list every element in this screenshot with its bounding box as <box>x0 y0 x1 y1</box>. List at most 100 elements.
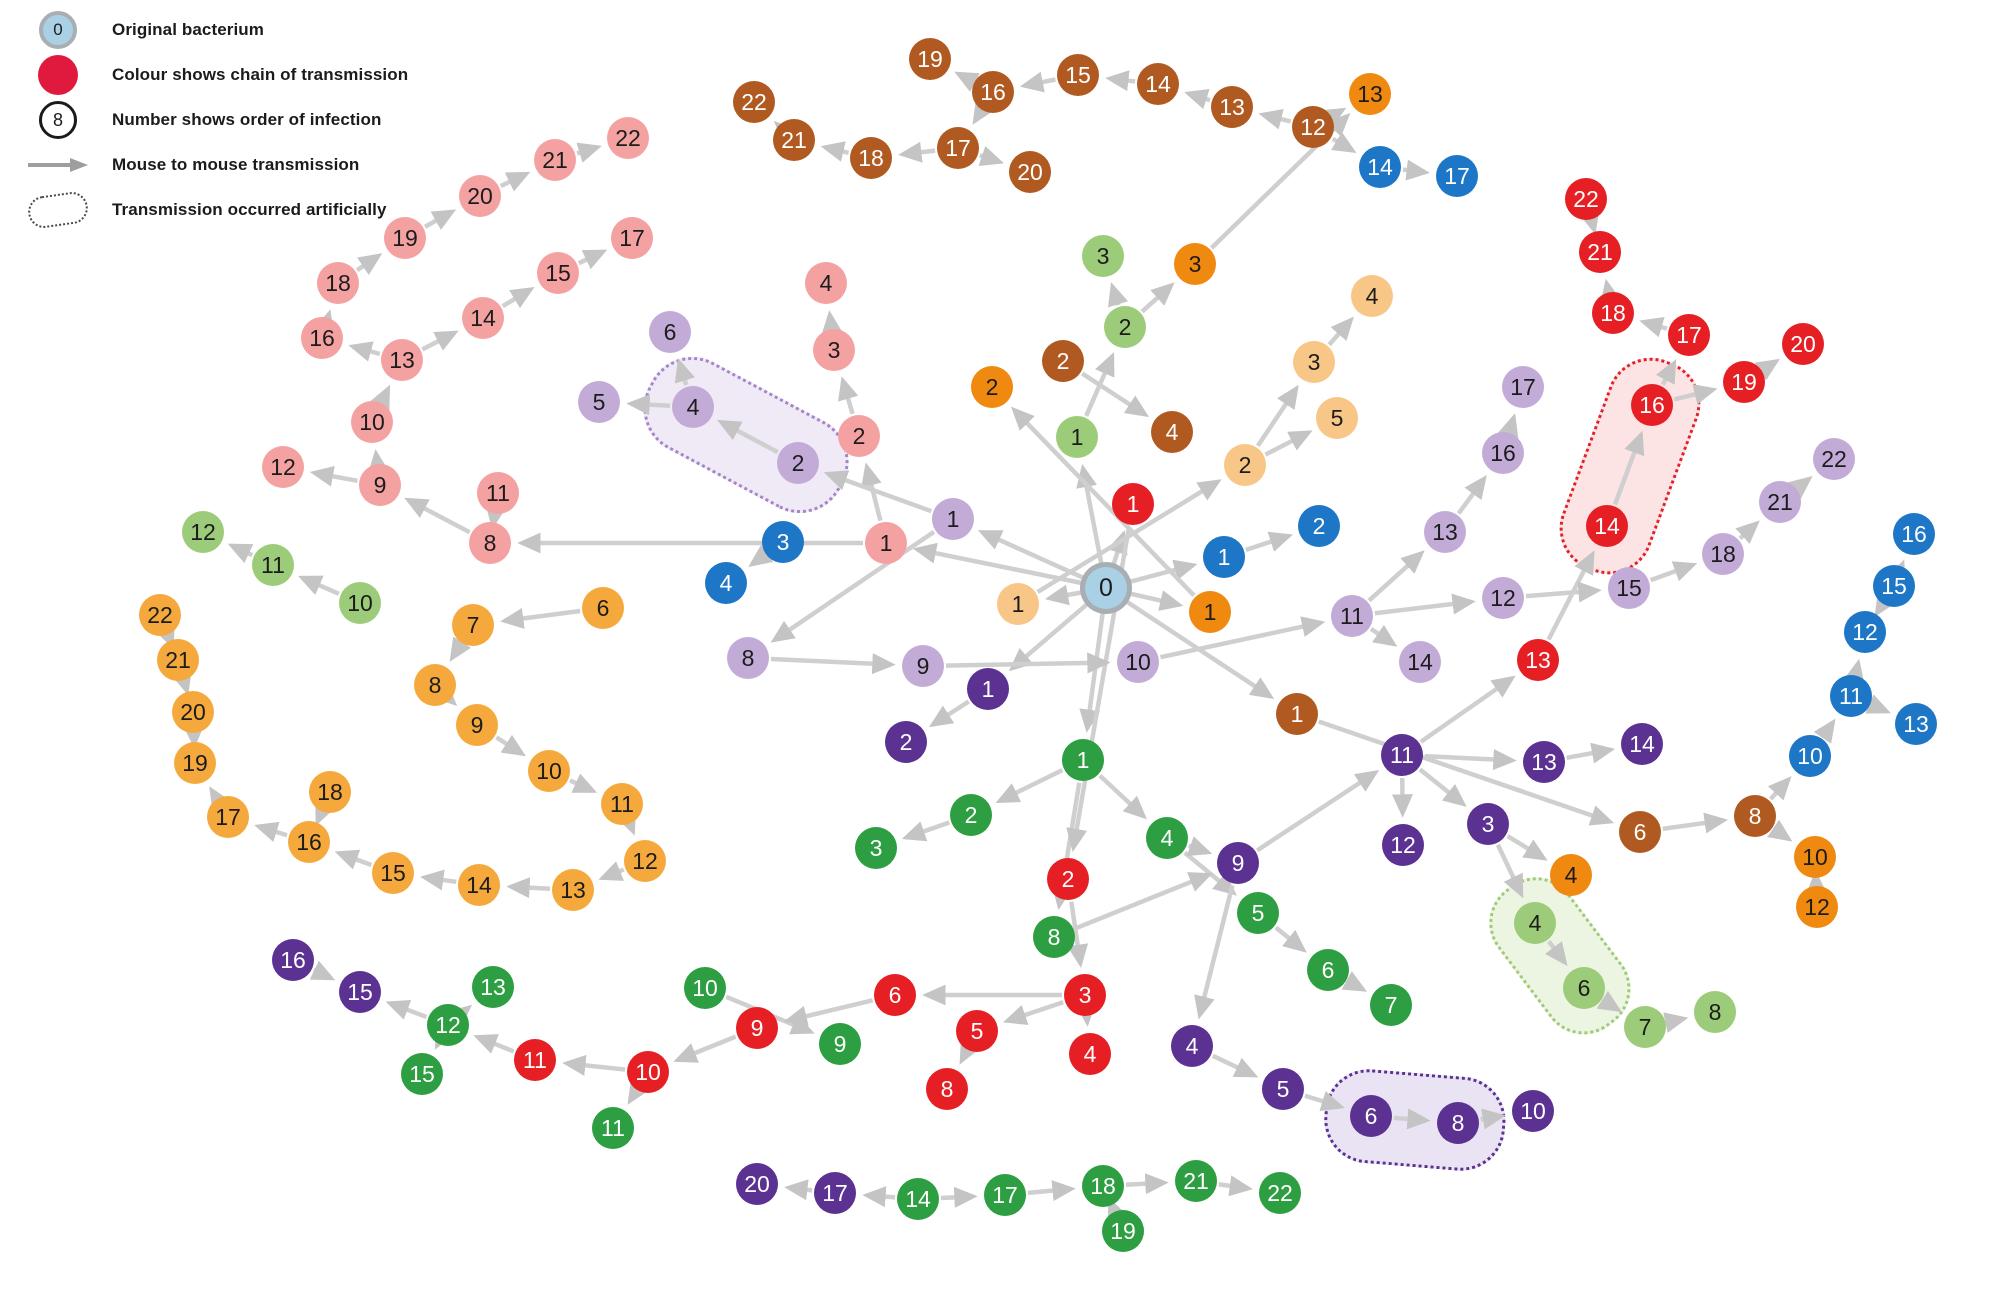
mouse-node: 2 <box>1047 858 1089 900</box>
transmission-edge <box>598 861 625 881</box>
mouse-node: 6 <box>874 974 916 1016</box>
transmission-edge <box>577 249 608 270</box>
transmission-edge <box>1600 278 1621 304</box>
transmission-edge <box>1767 776 1792 801</box>
mouse-node: 14 <box>458 864 500 906</box>
mouse-node: 17 <box>1436 155 1478 197</box>
transmission-edge <box>385 999 428 1020</box>
transmission-edge <box>1264 430 1313 457</box>
mouse-node: 8 <box>1734 795 1776 837</box>
transmission-edge <box>1194 884 1235 1020</box>
transmission-edge <box>1327 316 1354 347</box>
transmission-edge <box>954 71 980 92</box>
mouse-node: 10 <box>684 967 726 1009</box>
transmission-edge <box>978 145 1005 166</box>
mouse-node: 12 <box>1292 106 1334 148</box>
mouse-node: 17 <box>207 796 249 838</box>
mouse-node: 8 <box>414 664 456 706</box>
mouse-node: 21 <box>157 639 199 681</box>
transmission-edge <box>1019 71 1056 93</box>
mouse-node: 1 <box>997 583 1039 625</box>
transmission-edge <box>1211 1053 1259 1078</box>
transmission-edge <box>1218 1175 1253 1197</box>
transmission-edge <box>309 960 336 981</box>
transmission-edge <box>1498 413 1519 439</box>
transmission-edge <box>447 1004 473 1028</box>
mouse-node: 15 <box>1873 565 1915 607</box>
legend-label: Colour shows chain of transmission <box>112 65 409 84</box>
mouse-node: 5 <box>1316 397 1358 439</box>
transmission-edge <box>562 1054 626 1076</box>
mouse-node: 17 <box>937 127 979 169</box>
mouse-node: 11 <box>477 472 519 514</box>
mouse-node: 11 <box>1830 675 1872 717</box>
mouse-node: 19 <box>174 742 216 784</box>
mouse-node: 3 <box>813 329 855 371</box>
transmission-edge <box>1127 590 1184 611</box>
mouse-node: 6 <box>649 311 691 353</box>
mouse-node: 19 <box>1102 1210 1144 1252</box>
mouse-node: 20 <box>1009 151 1051 193</box>
transmission-edge <box>1663 1012 1689 1033</box>
transmission-edge <box>1074 872 1213 931</box>
mouse-node: 10 <box>351 401 393 443</box>
transmission-edge <box>1767 819 1793 842</box>
legend-label: Mouse to mouse transmission <box>112 155 360 174</box>
mouse-node: 9 <box>736 1007 778 1049</box>
mouse-node: 1 <box>1276 693 1318 735</box>
transmission-edge <box>1456 475 1487 515</box>
transmission-edge <box>1673 384 1718 405</box>
mouse-node: 10 <box>1512 1090 1554 1132</box>
transmission-edge <box>449 636 472 662</box>
transmission-edge <box>1655 359 1677 386</box>
mouse-node: 18 <box>850 137 892 179</box>
mouse-node: 12 <box>427 1004 469 1046</box>
transmission-edge <box>1105 70 1136 92</box>
mouse-node: 1 <box>1062 739 1104 781</box>
mouse-node: 2 <box>971 366 1013 408</box>
transmission-edge <box>1374 593 1476 616</box>
mouse-node: 22 <box>733 81 775 123</box>
mouse-node: 8 <box>926 1068 968 1110</box>
transmission-edge <box>972 99 994 125</box>
mouse-node: 22 <box>607 117 649 159</box>
mouse-node: 14 <box>1137 63 1179 105</box>
mouse-node: 22 <box>1813 438 1855 480</box>
transmission-edge <box>1184 88 1211 110</box>
mouse-node: 4 <box>1514 902 1556 944</box>
transmission-edge <box>783 998 874 1027</box>
mouse-node: 14 <box>1621 723 1663 765</box>
legend-row-chain-colour: Colour shows chain of transmission <box>26 55 409 95</box>
transmission-edge <box>1754 358 1781 381</box>
chain-colour-icon <box>26 55 90 95</box>
transmission-edge <box>959 1039 980 1065</box>
legend-row-original-bacterium: 0 Original bacterium <box>26 11 408 49</box>
transmission-edge <box>227 543 254 564</box>
mouse-node: 20 <box>1782 323 1824 365</box>
mouse-node: 7 <box>1624 1006 1666 1048</box>
mouse-node: 12 <box>624 840 666 882</box>
mouse-node: 5 <box>1237 892 1279 934</box>
transmission-edge <box>1274 925 1307 953</box>
transmission-edge <box>821 310 843 335</box>
transmission-edge <box>1341 971 1368 992</box>
mouse-node: 14 <box>897 1178 939 1220</box>
mouse-node: 15 <box>372 852 414 894</box>
transmission-edge <box>616 810 636 836</box>
transmission-edge <box>367 449 389 474</box>
transmission-edge <box>1331 131 1357 153</box>
mouse-node: 10 <box>627 1051 669 1093</box>
mouse-node: 9 <box>456 704 498 746</box>
transmission-edge <box>1566 742 1616 764</box>
mouse-node: 4 <box>1550 854 1592 896</box>
mouse-node: 17 <box>611 217 653 259</box>
mouse-node: 14 <box>462 297 504 339</box>
mouse-node: 4 <box>672 386 714 428</box>
mouse-node: 2 <box>885 721 927 763</box>
mouse-node: 15 <box>401 1053 443 1095</box>
mouse-node: 12 <box>1382 824 1424 866</box>
mouse-node: 7 <box>452 604 494 646</box>
transmission-edge <box>1843 658 1865 684</box>
mouse-node: 15 <box>1057 54 1099 96</box>
mouse-node: 5 <box>1262 1068 1304 1110</box>
